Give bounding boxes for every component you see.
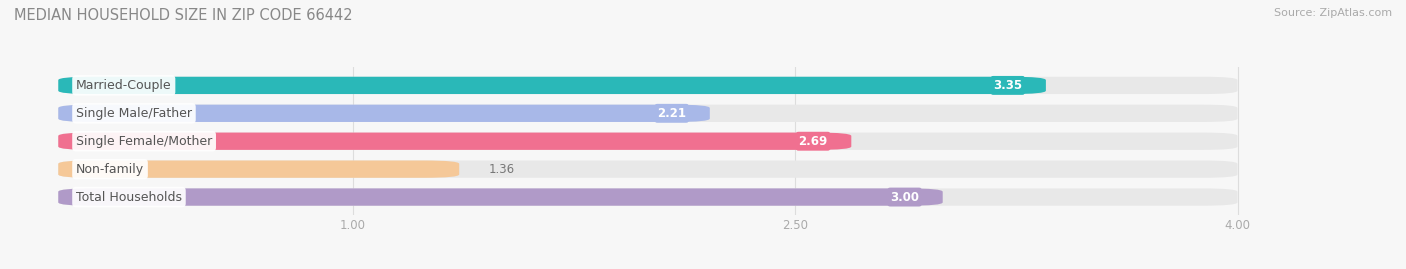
FancyBboxPatch shape — [58, 161, 1237, 178]
Text: 3.35: 3.35 — [993, 79, 1022, 92]
FancyBboxPatch shape — [58, 133, 851, 150]
Text: 1.36: 1.36 — [489, 163, 515, 176]
FancyBboxPatch shape — [58, 77, 1237, 94]
FancyBboxPatch shape — [58, 77, 1046, 94]
FancyBboxPatch shape — [58, 105, 1237, 122]
FancyBboxPatch shape — [58, 188, 1237, 206]
FancyBboxPatch shape — [58, 188, 942, 206]
Text: Source: ZipAtlas.com: Source: ZipAtlas.com — [1274, 8, 1392, 18]
Text: 2.21: 2.21 — [657, 107, 686, 120]
FancyBboxPatch shape — [58, 161, 460, 178]
FancyBboxPatch shape — [58, 105, 710, 122]
Text: Single Female/Mother: Single Female/Mother — [76, 135, 212, 148]
Text: Married-Couple: Married-Couple — [76, 79, 172, 92]
Text: Non-family: Non-family — [76, 163, 143, 176]
Text: MEDIAN HOUSEHOLD SIZE IN ZIP CODE 66442: MEDIAN HOUSEHOLD SIZE IN ZIP CODE 66442 — [14, 8, 353, 23]
Text: 3.00: 3.00 — [890, 190, 920, 204]
Text: Single Male/Father: Single Male/Father — [76, 107, 193, 120]
Text: 2.69: 2.69 — [799, 135, 828, 148]
FancyBboxPatch shape — [58, 133, 1237, 150]
Text: Total Households: Total Households — [76, 190, 181, 204]
